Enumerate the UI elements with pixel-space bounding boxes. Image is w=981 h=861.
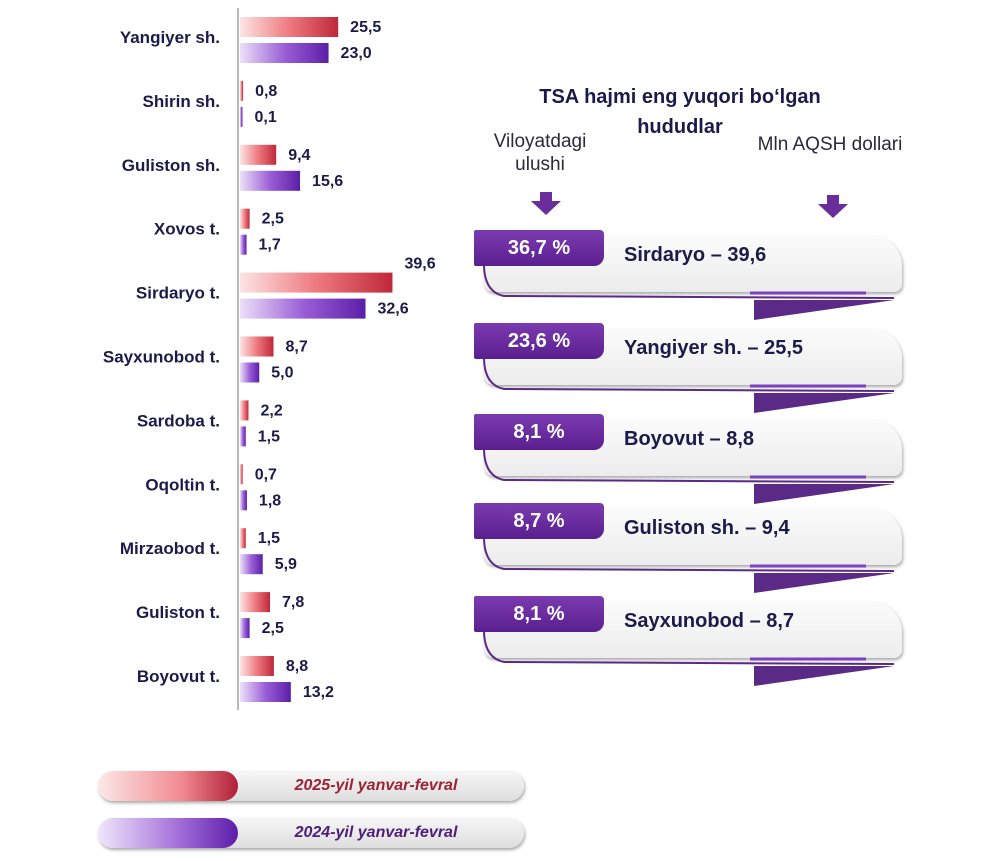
bar-2024 bbox=[240, 490, 247, 511]
share-column-header: Viloyatdagi ulushi bbox=[493, 131, 587, 175]
bar-2025 bbox=[240, 336, 274, 357]
value-label: 1,5 bbox=[258, 428, 280, 445]
value-label: 0,8 bbox=[255, 83, 277, 100]
down-arrow-icon bbox=[818, 195, 848, 218]
category-label: Sardoba t. bbox=[137, 411, 220, 430]
value-label: 1,7 bbox=[259, 237, 281, 254]
share-badge: 23,6 % bbox=[474, 323, 604, 359]
bar-2025 bbox=[240, 656, 274, 676]
value-label: 0,7 bbox=[255, 466, 277, 483]
value-label: 9,4 bbox=[288, 147, 310, 164]
value-label: 23,0 bbox=[341, 45, 372, 62]
bar-2025 bbox=[240, 272, 393, 293]
value-label: 8,8 bbox=[286, 658, 308, 675]
value-label: 1,8 bbox=[259, 492, 281, 509]
legend-item-2025: 2025-yil yanvar-fevral bbox=[98, 771, 524, 801]
category-label: Sayxunobod t. bbox=[103, 348, 220, 367]
value-label: 2,2 bbox=[260, 402, 282, 419]
bar-2024 bbox=[240, 554, 263, 575]
bar-2025 bbox=[240, 464, 243, 485]
region-card: 8,1 % Boyovut – 8,8 bbox=[474, 414, 904, 504]
value-label: 32,6 bbox=[378, 301, 409, 318]
share-badge: 36,7 % bbox=[474, 230, 604, 266]
share-badge: 8,1 % bbox=[474, 596, 604, 632]
value-label: 15,6 bbox=[312, 173, 343, 190]
bars-layer: Yangiyer sh. 25,5 23,0 Shirin sh. 0,8 0,1 Guli… bbox=[103, 17, 436, 702]
value-label: 1,5 bbox=[258, 530, 280, 547]
value-label: 2,5 bbox=[262, 211, 284, 228]
value-label: 2,5 bbox=[262, 620, 284, 637]
value-label: 13,2 bbox=[303, 684, 334, 701]
region-card: 8,1 % Sayxunobod – 8,7 bbox=[474, 596, 904, 686]
down-arrow-icon bbox=[531, 192, 561, 215]
bar-chart: Yangiyer sh. 25,5 23,0 Shirin sh. 0,8 0,1 Guli… bbox=[103, 8, 436, 710]
bar-2025 bbox=[240, 400, 249, 421]
bar-2025 bbox=[240, 592, 271, 613]
region-label: Sirdaryo – 39,6 bbox=[624, 244, 767, 266]
bar-2024 bbox=[240, 170, 301, 191]
bar-2025 bbox=[240, 144, 277, 165]
value-label: 8,7 bbox=[285, 339, 307, 356]
value-label: 25,5 bbox=[350, 19, 381, 36]
bar-2025 bbox=[240, 17, 339, 37]
region-card: 23,6 % Yangiyer sh. – 25,5 bbox=[474, 323, 904, 413]
legend-label: 2025-yil yanvar-fevral bbox=[294, 777, 458, 794]
bar-2024 bbox=[240, 682, 291, 702]
region-label: Sayxunobod – 8,7 bbox=[624, 610, 795, 632]
ribbon-tail-icon bbox=[483, 629, 895, 686]
bar-2024 bbox=[240, 43, 329, 63]
ribbon-tail-icon bbox=[483, 356, 895, 413]
bar-2024 bbox=[240, 362, 260, 383]
value-label: 39,6 bbox=[404, 256, 435, 273]
bar-2024 bbox=[240, 618, 250, 639]
value-label: 5,9 bbox=[275, 556, 297, 573]
category-label: Yangiyer sh. bbox=[120, 28, 220, 47]
legend-label: 2024-yil yanvar-fevral bbox=[294, 824, 458, 841]
value-label: 0,1 bbox=[255, 109, 277, 126]
region-card: 8,7 % Guliston sh. – 9,4 bbox=[474, 503, 904, 593]
ribbon-tail-icon bbox=[483, 447, 895, 504]
category-label: Boyovut t. bbox=[137, 667, 220, 686]
value-label: 5,0 bbox=[271, 365, 293, 382]
panel-title: TSA hajmi eng yuqori bo‘lgan hududlar bbox=[539, 86, 821, 138]
region-label: Yangiyer sh. – 25,5 bbox=[624, 337, 803, 359]
bar-2024 bbox=[240, 234, 247, 255]
bar-2024 bbox=[240, 106, 243, 127]
share-badge: 8,1 % bbox=[474, 414, 604, 450]
legend-swatch-purple bbox=[98, 818, 238, 848]
category-label: Oqoltin t. bbox=[145, 475, 220, 494]
share-badge: 8,7 % bbox=[474, 503, 604, 539]
bar-2025 bbox=[240, 528, 246, 549]
legend-item-2024: 2024-yil yanvar-fevral bbox=[98, 818, 524, 848]
bar-2024 bbox=[240, 426, 246, 447]
value-label: 7,8 bbox=[282, 594, 304, 611]
ribbon-tail-icon bbox=[483, 536, 895, 593]
category-label: Mirzaobod t. bbox=[120, 539, 220, 558]
category-label: Sirdaryo t. bbox=[136, 284, 220, 303]
legend-swatch-red bbox=[98, 771, 238, 801]
bar-2025 bbox=[240, 80, 244, 101]
category-label: Guliston t. bbox=[136, 603, 220, 622]
category-label: Shirin sh. bbox=[143, 92, 220, 111]
value-column-header: Mln AQSH dollari bbox=[757, 134, 903, 155]
category-label: Guliston sh. bbox=[122, 156, 220, 175]
category-label: Xovos t. bbox=[154, 220, 220, 239]
region-label: Guliston sh. – 9,4 bbox=[624, 517, 790, 539]
bar-2025 bbox=[240, 208, 250, 229]
region-card: 36,7 % Sirdaryo – 39,6 bbox=[474, 230, 904, 320]
region-label: Boyovut – 8,8 bbox=[624, 428, 755, 450]
ribbon-tail-icon bbox=[483, 263, 895, 320]
bar-2024 bbox=[240, 298, 366, 319]
